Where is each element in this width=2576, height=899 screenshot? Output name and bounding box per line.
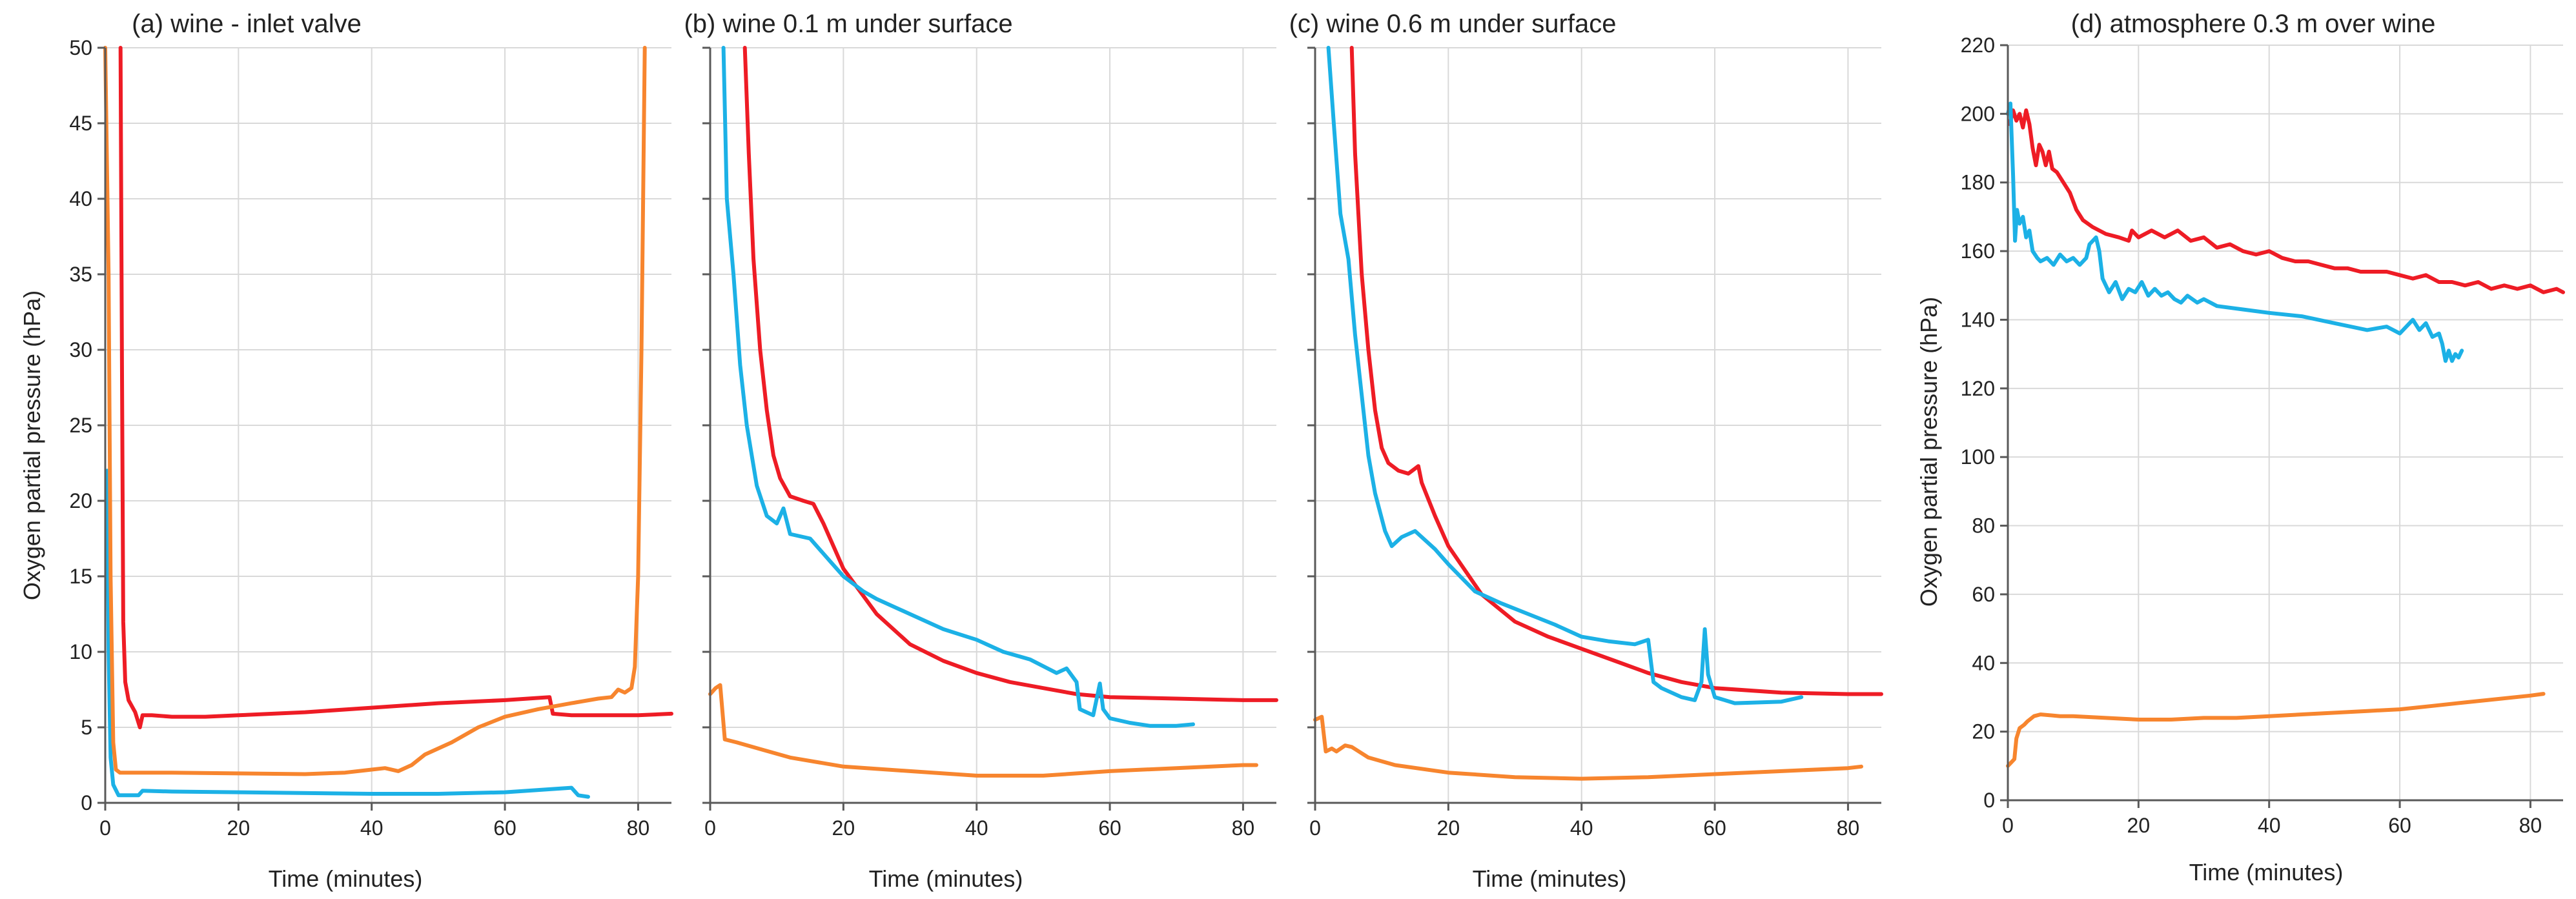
panel-a-x-tick-label-1: 20 (227, 816, 250, 840)
panel-a-y-tick-label-4: 20 (69, 489, 92, 512)
panel-d-title: (d) atmosphere 0.3 m over wine (2071, 10, 2436, 38)
panel-d-axes (2007, 45, 2563, 802)
panel-d-series-orange (2006, 692, 2546, 768)
panel-d-y-label: Oxygen partial pressure (hPa) (1916, 297, 1942, 607)
panel-c-series-orange (1313, 714, 1863, 781)
panel-d-y-tick-label-1: 20 (1972, 720, 1995, 743)
panel-d-series-red (2008, 108, 2565, 294)
panel-c-x-tick-label-0: 0 (1309, 816, 1321, 840)
panel-b-title: (b) wine 0.1 m under surface (684, 10, 1012, 38)
panel-b-x-ticks: 0 20 40 60 80 (704, 803, 1254, 840)
panel-a-y-tick-label-9: 45 (69, 112, 92, 135)
panel-d-y-tick-label-4: 80 (1972, 514, 1995, 538)
panel-d-series (2006, 101, 2565, 768)
panel-a-grid (105, 47, 671, 803)
panel-b-series (708, 46, 1278, 778)
panel-b-x-tick-label-2: 40 (965, 816, 988, 840)
panel-c-y-ticks (1307, 46, 1315, 804)
panel-b-grid (710, 47, 1276, 803)
panel-a-series-red (118, 46, 673, 729)
panel-d-grid (2008, 45, 2563, 800)
panel-a-y-tick-label-5: 25 (69, 414, 92, 437)
panel-b-series-red (742, 46, 1278, 702)
panel-c-x-ticks: 0 20 40 60 80 (1309, 803, 1859, 840)
panel-d-y-tick-label-10: 200 (1961, 102, 1995, 125)
panel-a-x-tick-label-4: 80 (627, 816, 650, 840)
panel-a-x-tick-label-2: 40 (360, 816, 383, 840)
panel-a-y-tick-label-8: 40 (69, 187, 92, 210)
panel-c-series (1313, 46, 1883, 781)
panel-d-y-tick-label-11: 220 (1961, 34, 1995, 57)
panel-a-x-ticks: 0 20 40 60 80 (99, 803, 649, 840)
panel-c-series-red (1349, 46, 1883, 696)
panel-c-grid (1315, 47, 1881, 803)
panel-c-x-label: Time (minutes) (1473, 865, 1627, 892)
panel-a-x-tick-label-0: 0 (99, 816, 111, 840)
panel-a-x-label: Time (minutes) (269, 865, 423, 892)
panel-b-series-blue (721, 46, 1195, 728)
panel-d-y-tick-label-3: 60 (1972, 583, 1995, 606)
panel-a-series-orange (103, 46, 647, 776)
panel-a-series-blue (105, 469, 590, 799)
panel-d-x-label: Time (minutes) (2189, 859, 2344, 885)
panel-c-x-tick-label-2: 40 (1570, 816, 1593, 840)
panel-d-series-blue (2006, 101, 2464, 363)
panel-b-x-label: Time (minutes) (869, 865, 1023, 892)
panel-b-x-tick-label-0: 0 (704, 816, 716, 840)
panel-c-series-blue (1326, 46, 1804, 705)
panel-a-y-tick-label-2: 10 (69, 640, 92, 663)
panel-d-x-tick-label-3: 60 (2388, 814, 2411, 837)
panel-a-y-tick-label-7: 35 (69, 263, 92, 286)
panel-d-x-tick-label-1: 20 (2127, 814, 2151, 837)
panel-d-x-ticks: 0 20 40 60 80 (2002, 800, 2542, 837)
panel-d-y-tick-label-6: 120 (1961, 377, 1995, 400)
panel-a-y-tick-label-1: 5 (81, 716, 92, 739)
panel-d-y-tick-label-9: 180 (1961, 171, 1995, 194)
panel-b-y-ticks (702, 46, 710, 804)
panel-a-y-label: Oxygen partial pressure (hPa) (19, 290, 45, 600)
panel-c-x-tick-label-1: 20 (1437, 816, 1460, 840)
panel-a-title: (a) wine - inlet valve (132, 10, 362, 38)
panel-c: (c) wine 0.6 m under surface 0 20 40 60 80 T… (1289, 10, 1883, 892)
panel-d-y-ticks: 0 20 40 60 80 100 120 140 160 180 200 220 (1961, 34, 2008, 812)
panel-a-y-ticks: 0 5 10 15 20 25 30 35 40 45 50 (69, 36, 105, 814)
panel-c-title: (c) wine 0.6 m under surface (1289, 10, 1617, 38)
panel-d-y-tick-label-0: 0 (1983, 789, 1995, 812)
panel-c-x-tick-label-4: 80 (1837, 816, 1860, 840)
panel-a-y-tick-label-3: 15 (69, 565, 92, 588)
panel-d-y-tick-label-2: 40 (1972, 651, 1995, 674)
panel-d-y-tick-label-5: 100 (1961, 445, 1995, 469)
panel-b-x-tick-label-4: 80 (1232, 816, 1255, 840)
panel-a: (a) wine - inlet valve 0 20 40 60 80 0 5 10 15 2… (19, 10, 673, 892)
panel-b-x-tick-label-1: 20 (832, 816, 855, 840)
panel-d-x-tick-label-4: 80 (2519, 814, 2542, 837)
panel-d-y-tick-label-8: 160 (1961, 239, 1995, 263)
panel-a-x-tick-label-3: 60 (493, 816, 516, 840)
panel-d: (d) atmosphere 0.3 m over wine 0 20 40 60 80… (1916, 10, 2565, 885)
panel-d-x-tick-label-2: 40 (2258, 814, 2281, 837)
panel-a-y-tick-label-10: 50 (69, 36, 92, 59)
panel-b-series-orange (708, 683, 1258, 778)
panel-b: (b) wine 0.1 m under surface 0 20 40 60 80 T… (684, 10, 1278, 892)
panel-a-series (103, 46, 673, 799)
panel-a-y-tick-label-0: 0 (81, 791, 92, 814)
panel-c-x-tick-label-3: 60 (1703, 816, 1726, 840)
panel-d-y-tick-label-7: 140 (1961, 308, 1995, 331)
panel-a-y-tick-label-6: 30 (69, 338, 92, 361)
panel-d-x-tick-label-0: 0 (2002, 814, 2014, 837)
panel-b-x-tick-label-3: 60 (1098, 816, 1121, 840)
